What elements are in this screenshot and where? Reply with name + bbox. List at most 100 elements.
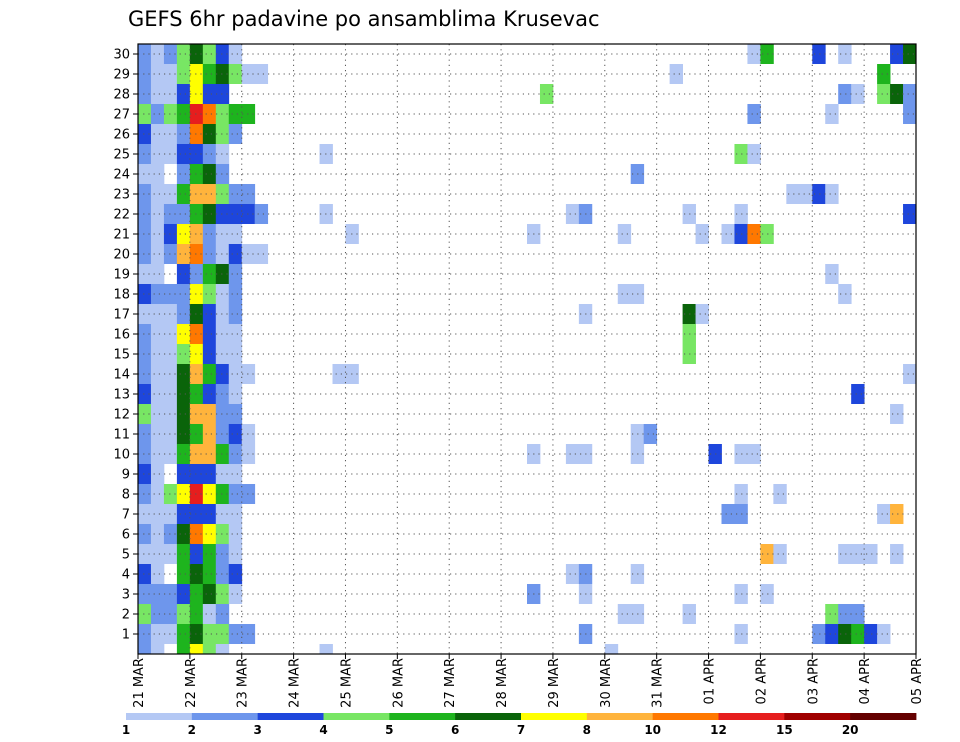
- heatmap-cell: [215, 464, 230, 484]
- heatmap-cell: [215, 64, 230, 84]
- heatmap-cell: [215, 104, 230, 124]
- heatmap-cell: [163, 324, 178, 344]
- heatmap-cell: [565, 204, 580, 224]
- heatmap-cell: [890, 404, 904, 424]
- y-tick-label: 15: [113, 348, 130, 363]
- heatmap-cell: [163, 124, 178, 144]
- heatmap-cell: [903, 204, 917, 224]
- y-tick-label: 21: [113, 228, 130, 243]
- heatmap-cell: [138, 624, 152, 644]
- heatmap-cell: [163, 384, 178, 404]
- heatmap-cell: [176, 184, 191, 204]
- heatmap-cell: [241, 364, 256, 384]
- y-tick-label: 11: [113, 428, 130, 443]
- heatmap-cell: [825, 604, 839, 624]
- heatmap-cell: [138, 384, 152, 404]
- heatmap-cell: [228, 224, 243, 244]
- heatmap-cell: [176, 584, 191, 604]
- y-tick-label: 8: [122, 488, 130, 503]
- heatmap-cell: [138, 364, 152, 384]
- heatmap-cell: [215, 144, 230, 164]
- heatmap-cell: [163, 184, 178, 204]
- heatmap-cell: [176, 104, 191, 124]
- heatmap-cell: [176, 244, 191, 264]
- heatmap-cell: [799, 184, 813, 204]
- heatmap-cell: [138, 64, 152, 84]
- y-tick-label: 28: [113, 88, 130, 103]
- heatmap-cell: [851, 604, 865, 624]
- heatmap-cell: [163, 484, 178, 504]
- heatmap-cell: [176, 284, 191, 304]
- heatmap-cell: [163, 524, 178, 544]
- heatmap-cell: [669, 64, 683, 84]
- heatmap-cell: [241, 184, 256, 204]
- heatmap-cell: [202, 344, 217, 364]
- heatmap-cell: [150, 284, 165, 304]
- colorbar-tick-label: 5: [385, 723, 393, 737]
- y-tick-label: 26: [113, 128, 130, 143]
- heatmap-cell: [877, 624, 891, 644]
- y-tick-label: 7: [122, 508, 130, 523]
- heatmap-cell: [176, 464, 191, 484]
- heatmap-cell: [138, 104, 152, 124]
- colorbar-tick-label: 20: [842, 723, 859, 737]
- heatmap-cell: [202, 444, 217, 464]
- heatmap-cell: [176, 84, 191, 104]
- heatmap-cell: [734, 224, 748, 244]
- y-tick-label: 17: [113, 308, 130, 323]
- heatmap-cell: [138, 464, 152, 484]
- heatmap-cell: [241, 204, 256, 224]
- heatmap-cell: [215, 504, 230, 524]
- heatmap-cell: [163, 584, 178, 604]
- heatmap-cell: [877, 64, 891, 84]
- heatmap-cell: [228, 384, 243, 404]
- heatmap-cell: [176, 224, 191, 244]
- heatmap-cell: [202, 84, 217, 104]
- heatmap-cell: [228, 584, 243, 604]
- heatmap-cell: [189, 464, 204, 484]
- heatmap-cell: [189, 244, 204, 264]
- x-tick-label: 25 MAR: [339, 658, 354, 708]
- heatmap-cell: [890, 84, 904, 104]
- heatmap-cell: [163, 244, 178, 264]
- heatmap-cell: [138, 604, 152, 624]
- heatmap-cell: [189, 444, 204, 464]
- colorbar-segment: [850, 713, 917, 720]
- heatmap-cell: [254, 64, 269, 84]
- heatmap-cell: [604, 644, 619, 654]
- heatmap-cell: [202, 404, 217, 424]
- x-tick-label: 01 APR: [703, 658, 718, 704]
- heatmap-cell: [189, 124, 204, 144]
- heatmap-cell: [825, 264, 839, 284]
- heatmap-cell: [228, 444, 243, 464]
- heatmap-cell: [215, 564, 230, 584]
- heatmap-cell: [903, 44, 917, 64]
- heatmap-cell: [138, 284, 152, 304]
- heatmap-cell: [150, 324, 165, 344]
- heatmap-cell: [150, 164, 165, 184]
- heatmap-cell: [617, 224, 632, 244]
- heatmap-cell: [138, 544, 152, 564]
- heatmap-cell: [241, 424, 256, 444]
- heatmap-cell: [241, 244, 256, 264]
- colorbar-tick-label: 1: [122, 723, 130, 737]
- heatmap-cell: [150, 504, 165, 524]
- heatmap-cell: [332, 364, 346, 384]
- heatmap-cell: [838, 624, 852, 644]
- heatmap-cell: [202, 184, 217, 204]
- heatmap-cell: [176, 264, 191, 284]
- heatmap-cell: [138, 644, 152, 654]
- heatmap-cell: [215, 444, 230, 464]
- x-tick-label: 26 MAR: [391, 658, 406, 708]
- heatmap-cell: [150, 64, 165, 84]
- heatmap-cell: [747, 224, 761, 244]
- colorbar-tick-label: 7: [517, 723, 525, 737]
- heatmap-cell: [773, 484, 787, 504]
- heatmap-cell: [150, 624, 165, 644]
- heatmap-cell: [617, 604, 632, 624]
- heatmap-cell: [163, 44, 178, 64]
- y-tick-label: 23: [113, 188, 130, 203]
- heatmap-cell: [228, 64, 243, 84]
- heatmap-cell: [202, 304, 217, 324]
- heatmap-cell: [189, 164, 204, 184]
